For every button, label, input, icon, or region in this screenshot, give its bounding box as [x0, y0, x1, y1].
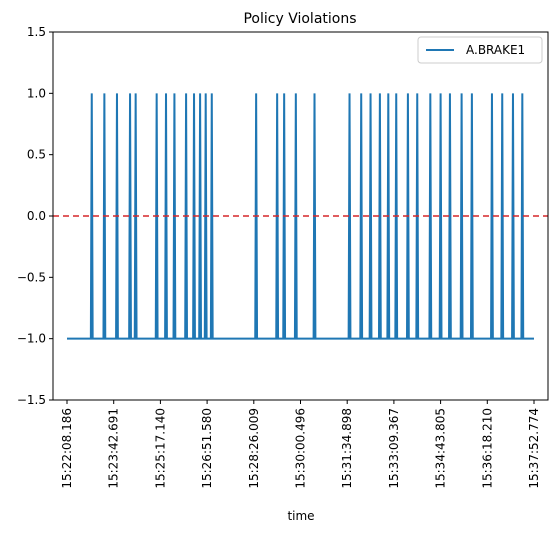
- x-tick-label: 15:33:09.367: [387, 408, 401, 489]
- y-tick-label: −1.0: [17, 332, 46, 346]
- x-tick-label: 15:37:52.774: [527, 408, 541, 489]
- x-axis-label: time: [287, 509, 314, 523]
- y-tick-label: −0.5: [17, 270, 46, 284]
- plot-area: [53, 32, 548, 400]
- chart-title: Policy Violations: [243, 11, 356, 27]
- x-tick-label: 15:36:18.210: [480, 408, 494, 489]
- x-tick-label: 15:30:00.496: [294, 408, 308, 489]
- y-tick-label: 0.0: [27, 209, 46, 223]
- y-axis: −1.5 −1.0 −0.5 0.0 0.5 1.0 1.5: [17, 25, 53, 407]
- x-tick-label: 15:25:17.140: [153, 408, 167, 489]
- x-tick-label: 15:34:43.805: [434, 408, 448, 489]
- y-tick-label: 0.5: [27, 148, 46, 162]
- x-tick-label: 15:31:34.898: [340, 408, 354, 489]
- x-tick-label: 15:26:51.580: [200, 408, 214, 489]
- x-tick-label: 15:28:26.009: [247, 408, 261, 489]
- x-tick-label: 15:22:08.186: [60, 408, 74, 489]
- x-tick-label: 15:23:42.691: [107, 408, 121, 489]
- y-tick-label: 1.5: [27, 25, 46, 39]
- y-tick-label: −1.5: [17, 393, 46, 407]
- legend-label: A.BRAKE1: [466, 43, 525, 57]
- y-tick-label: 1.0: [27, 86, 46, 100]
- legend: A.BRAKE1: [418, 37, 542, 63]
- x-axis: 15:22:08.186 15:23:42.691 15:25:17.140 15:2…: [60, 400, 541, 489]
